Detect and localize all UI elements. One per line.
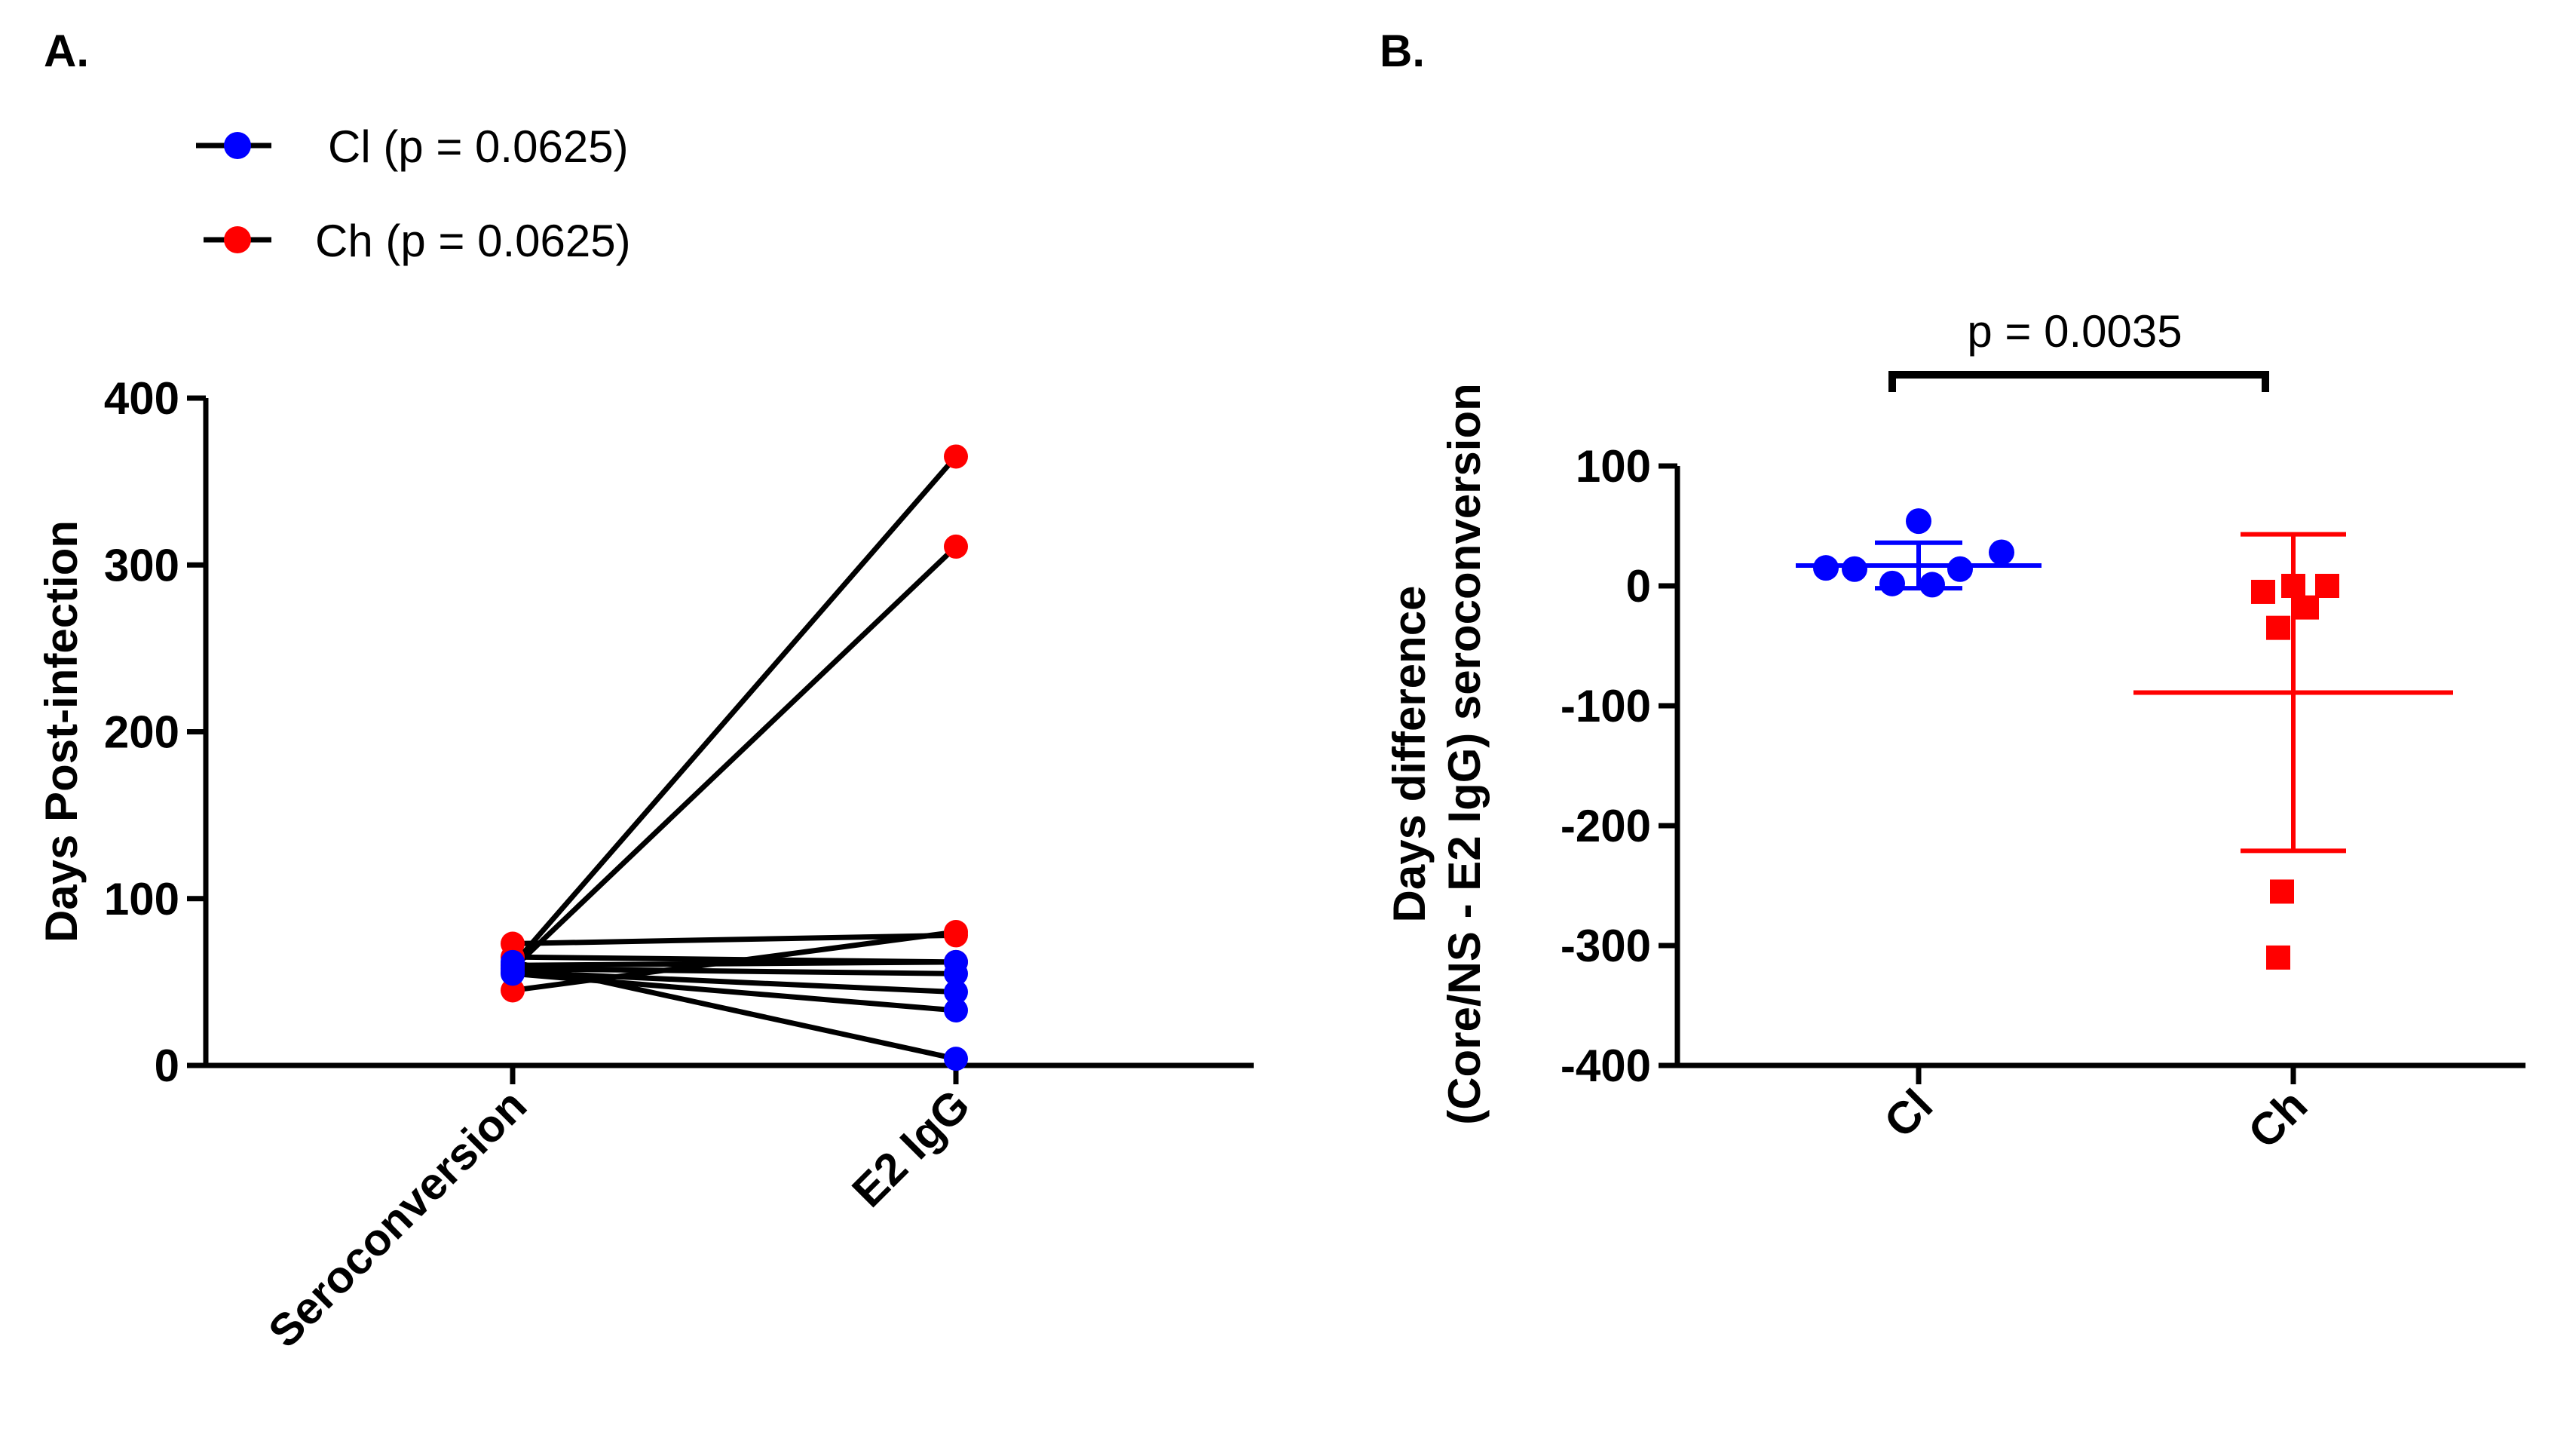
a-y-tick-label: 0 [155, 1041, 179, 1091]
b-y-tick-label: -400 [1561, 1041, 1651, 1091]
a-y-tick-label: 100 [104, 874, 179, 924]
b-y-ticks: -400 -300 -200 -100 0 100 [1561, 441, 1677, 1091]
b-point-ch [2315, 574, 2339, 598]
b-point-ch [2295, 595, 2319, 620]
b-points [1813, 508, 2339, 970]
b-y-axis-label-line1: Days difference [1384, 586, 1435, 923]
b-y-tick-label: -300 [1561, 921, 1651, 971]
b-point-ch [2266, 945, 2290, 970]
b-point-cl [1989, 539, 2014, 566]
a-pair-line-cl [512, 966, 957, 976]
b-point-cl [1947, 556, 1973, 582]
legend: Cl (p = 0.0625) Ch (p = 0.0625) [196, 121, 631, 266]
a-pair-line-ch [510, 455, 958, 967]
b-y-tick-label: 100 [1576, 441, 1651, 492]
significance-label: p = 0.0035 [1967, 306, 2182, 357]
b-point-cl [1906, 508, 1931, 535]
b-point-cl [1919, 572, 1945, 598]
panel-a: A. Cl (p = 0.0625) Ch (p = 0.0625) 0 100 2… [36, 26, 1254, 1357]
a-point-cl-e2igg [944, 961, 968, 986]
a-point-cl-e2igg [944, 1047, 968, 1071]
a-pair-line-cl [512, 969, 957, 995]
a-x-tick-label: Seroconversion [259, 1080, 536, 1357]
a-point-ch-seroconversion [501, 978, 525, 1003]
b-y-axis-label-line2: (Core/NS - E2 IgG) seroconversion [1439, 383, 1490, 1125]
legend-ch-label: Ch (p = 0.0625) [315, 216, 631, 266]
a-point-cl-seroconversion [501, 949, 525, 974]
a-x-ticks: Seroconversion E2 IgG [259, 1065, 979, 1357]
a-point-cl-e2igg [944, 998, 968, 1022]
b-point-cl [1813, 555, 1839, 581]
a-point-ch-e2igg [944, 444, 968, 469]
a-point-ch-e2igg [944, 534, 968, 559]
b-x-ticks: Cl Ch [1874, 1065, 2317, 1158]
legend-cl-marker [224, 132, 251, 159]
b-y-tick-label: -200 [1561, 801, 1651, 851]
b-point-cl [1842, 556, 1867, 582]
a-pair-line-cl [512, 959, 957, 1062]
a-points [501, 444, 968, 1071]
a-y-axis-label: Days Post-infection [36, 520, 87, 943]
panel-a-label: A. [44, 26, 89, 76]
b-point-ch [2266, 615, 2290, 640]
b-point-ch [2270, 879, 2294, 904]
a-pair-lines [510, 455, 958, 1062]
a-x-tick-label: E2 IgG [842, 1080, 979, 1217]
a-point-ch-e2igg [944, 923, 968, 948]
legend-ch-marker [224, 226, 251, 253]
b-point-ch [2281, 574, 2305, 598]
a-y-ticks: 0 100 200 300 400 [104, 373, 206, 1091]
b-y-tick-label: 0 [1626, 561, 1651, 612]
legend-cl-label: Cl (p = 0.0625) [328, 121, 629, 172]
a-point-cl-e2igg [944, 979, 968, 1004]
a-pair-line-ch [512, 954, 957, 965]
b-y-tick-label: -100 [1561, 681, 1651, 731]
b-x-tick-label: Ch [2238, 1080, 2317, 1158]
a-y-tick-label: 200 [104, 707, 179, 758]
a-pair-line-ch [512, 932, 957, 946]
a-y-tick-label: 400 [104, 373, 179, 424]
b-point-ch [2251, 579, 2275, 604]
significance-bracket [1888, 371, 2269, 392]
a-y-tick-label: 300 [104, 540, 179, 590]
panel-b-label: B. [1380, 26, 1425, 76]
b-x-tick-label: Cl [1874, 1080, 1942, 1148]
b-point-cl [1879, 570, 1905, 596]
a-pair-line-ch [510, 544, 958, 971]
